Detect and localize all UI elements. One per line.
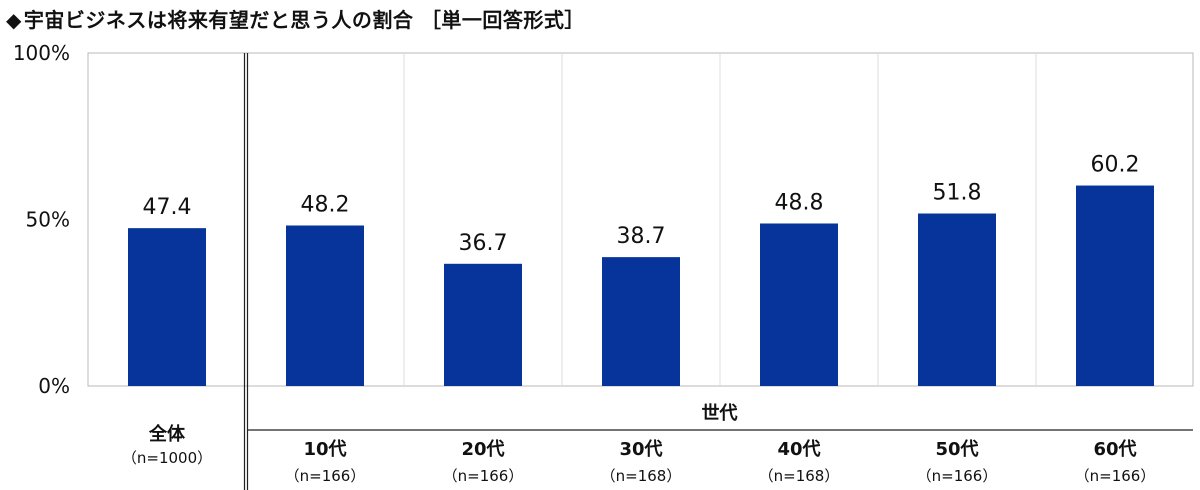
data-label: 48.2: [301, 192, 350, 217]
sample-size-label: （n=168）: [601, 467, 682, 485]
sample-size-label: （n=1000）: [122, 449, 212, 467]
category-label: 20代: [461, 439, 504, 460]
data-label: 51.8: [933, 181, 982, 206]
chart-title: ◆ 宇宙ビジネスは将来有望だと思う人の割合 ［単一回答形式］: [6, 4, 585, 33]
category-label: 全体: [148, 423, 186, 445]
bar: [286, 225, 364, 386]
bar: [602, 257, 680, 386]
bar: [444, 263, 522, 386]
sample-size-label: （n=166）: [443, 467, 524, 485]
sample-size-label: （n=166）: [1075, 467, 1156, 485]
bar: [918, 213, 996, 386]
data-label: 48.8: [775, 190, 824, 215]
sample-size-label: （n=166）: [917, 467, 998, 485]
data-label: 47.4: [143, 195, 192, 220]
bar: [760, 223, 838, 386]
y-tick-label: 100%: [13, 41, 70, 65]
category-label: 10代: [303, 439, 346, 460]
category-label: 50代: [935, 439, 978, 460]
chart-title-text: 宇宙ビジネスは将来有望だと思う人の割合: [23, 8, 414, 32]
bar: [128, 228, 206, 386]
y-tick-label: 50%: [26, 208, 70, 232]
category-label: 60代: [1093, 439, 1136, 460]
category-label: 30代: [619, 439, 662, 460]
category-label: 40代: [777, 439, 820, 460]
sample-size-label: （n=166）: [285, 467, 366, 485]
bar: [1076, 185, 1154, 386]
sample-size-label: （n=168）: [759, 467, 840, 485]
data-label: 36.7: [459, 231, 508, 256]
diamond-icon: ◆: [6, 8, 22, 32]
chart-title-qualifier: ［単一回答形式］: [420, 8, 585, 32]
group-label: 世代: [702, 403, 738, 424]
data-label: 60.2: [1091, 153, 1140, 178]
y-tick-label: 0%: [38, 374, 70, 398]
data-label: 38.7: [617, 224, 666, 249]
